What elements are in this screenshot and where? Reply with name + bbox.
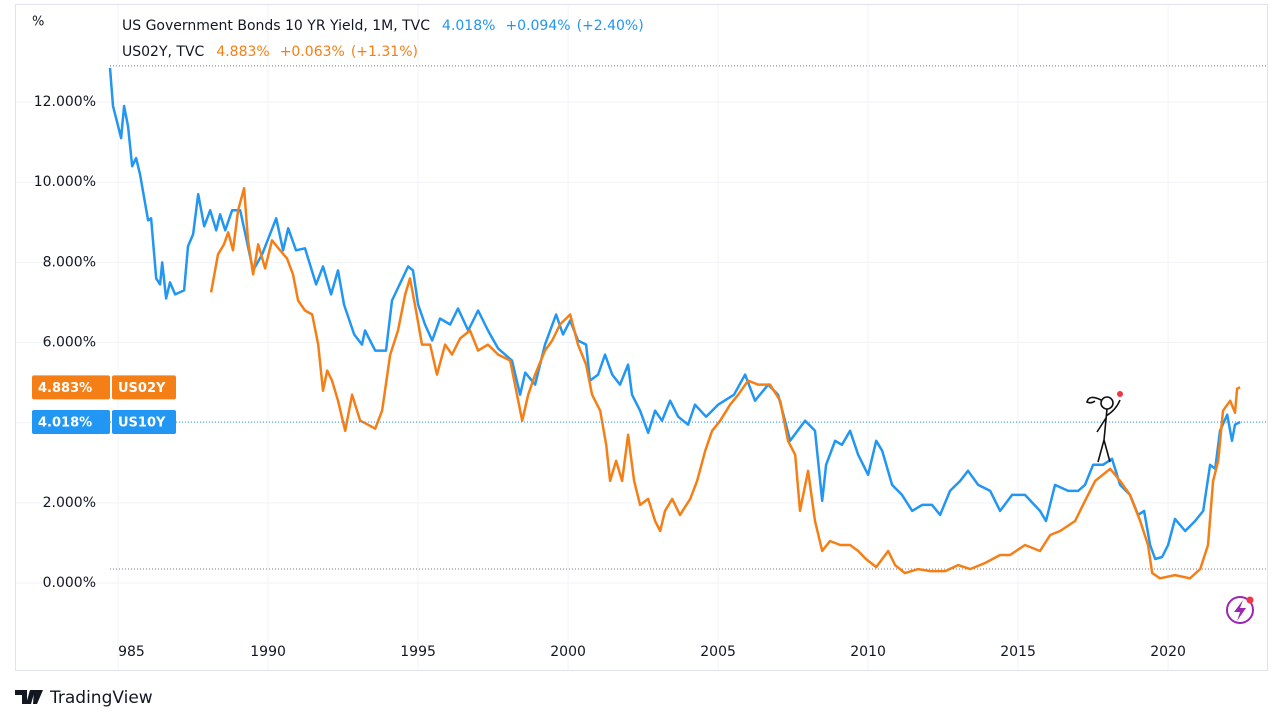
x-tick-label: 1995 [400, 644, 436, 660]
doodle-dot [1117, 391, 1123, 397]
lightning-icon[interactable] [1226, 596, 1254, 624]
value-badge-label: 4.018% [38, 416, 92, 431]
y-tick-label: 6.000% [43, 335, 96, 351]
doodle [1086, 396, 1121, 463]
legend-item: 4.018% [442, 18, 495, 34]
plot [16, 5, 1267, 670]
x-tick-label: 2010 [850, 644, 886, 660]
y-tick-label: 8.000% [43, 254, 96, 270]
legend-line: US Government Bonds 10 YR Yield, 1M, TVC… [122, 18, 644, 34]
y-tick-label: 2.000% [43, 495, 96, 511]
legend-item: +0.063% [280, 44, 345, 60]
legend-line: US02Y, TVC 4.883% +0.063% (+1.31%) [122, 44, 418, 60]
name-badge [112, 410, 176, 435]
x-tick-label: 2015 [1000, 644, 1036, 660]
series-line [209, 186, 1241, 580]
brand-name: TradingView [49, 688, 153, 708]
legend-item: +0.094% [505, 18, 570, 34]
brand-logo[interactable]: TradingView [15, 688, 153, 708]
legend-item: US02Y, TVC [122, 44, 205, 60]
value-badge-label: 4.883% [38, 381, 92, 396]
x-tick-label: 2020 [1150, 644, 1186, 660]
x-tick-label: 2005 [700, 644, 736, 660]
series-line [108, 67, 1241, 561]
legend-item: US Government Bonds 10 YR Yield, 1M, TVC [122, 18, 430, 34]
y-tick-label: 12.000% [34, 94, 96, 110]
name-badge-label: US10Y [118, 416, 166, 431]
y-tick-label: 0.000% [43, 575, 96, 591]
legend-item: (+1.31%) [351, 44, 418, 60]
x-tick-label: 2000 [550, 644, 586, 660]
name-badge-label: US02Y [118, 381, 166, 396]
x-tick-label: 1990 [250, 644, 286, 660]
y-unit: % [32, 15, 44, 30]
y-tick-label: 10.000% [34, 174, 96, 190]
value-badge [32, 375, 110, 400]
x-tick-label: 985 [118, 644, 145, 660]
legend-item: (+2.40%) [577, 18, 644, 34]
value-badge [32, 410, 110, 435]
legend-item: 4.883% [216, 44, 269, 60]
name-badge [112, 375, 176, 400]
pane-frame [15, 4, 1268, 671]
